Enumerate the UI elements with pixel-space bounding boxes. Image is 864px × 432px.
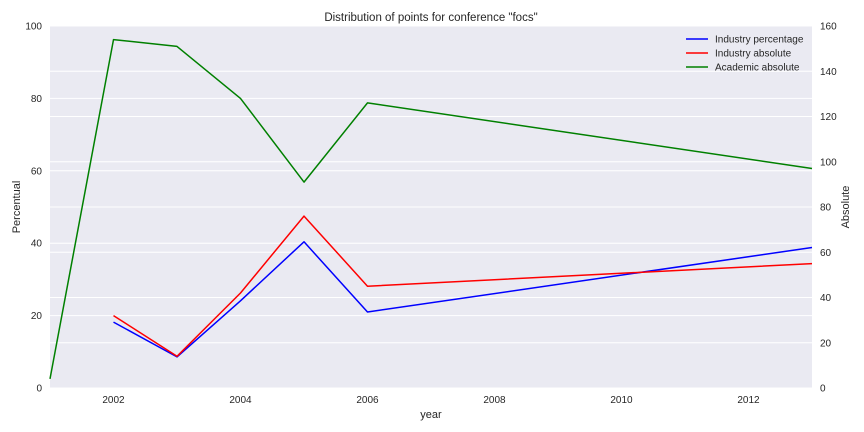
series-line-industry-percentage	[113, 241, 813, 358]
legend-label-industry-percentage: Industry percentage	[715, 35, 804, 46]
series-line-industry-absolute	[113, 215, 813, 358]
y-right-tick-label: 20	[820, 338, 832, 349]
legend: Industry percentage Industry absolute Acad…	[686, 35, 804, 74]
legend-label-academic-absolute: Academic absolute	[715, 63, 800, 74]
x-tick-label: 2002	[102, 395, 125, 406]
y-axis-right-label: Absolute	[840, 186, 852, 229]
y-right-tick-label: 100	[820, 157, 837, 168]
y-left-tick-label: 100	[25, 22, 42, 33]
y-left-tick-label: 60	[31, 166, 43, 177]
y-right-tick-label: 120	[820, 112, 837, 123]
y-right-tick-label: 0	[820, 384, 826, 395]
y-right-tick-label: 80	[820, 203, 832, 214]
y-right-tick-label: 60	[820, 248, 832, 259]
chart-title: Distribution of points for conference "f…	[324, 12, 537, 24]
y-left-tick-label: 0	[36, 384, 42, 395]
y-left-tick-label: 40	[31, 239, 43, 250]
x-tick-label: 2006	[356, 395, 379, 406]
legend-label-industry-absolute: Industry absolute	[715, 49, 792, 60]
series-lines	[49, 38, 813, 380]
y-left-ticks: 0 20 40 60 80 100	[25, 22, 42, 395]
series-line-academic-absolute	[49, 38, 813, 380]
y-right-ticks: 0 20 40 60 80 100 120 140 160	[820, 22, 837, 395]
y-left-tick-label: 20	[31, 311, 43, 322]
grid-lines	[50, 25, 812, 389]
y-right-tick-label: 160	[820, 22, 837, 33]
x-tick-label: 2008	[483, 395, 506, 406]
x-ticks: 2002 2004 2006 2008 2010 2012	[102, 395, 760, 406]
x-tick-label: 2010	[610, 395, 633, 406]
x-tick-label: 2004	[229, 395, 252, 406]
x-tick-label: 2012	[737, 395, 760, 406]
y-axis-left-label: Percentual	[11, 181, 23, 234]
y-right-tick-label: 40	[820, 293, 832, 304]
y-right-tick-label: 140	[820, 67, 837, 78]
y-left-tick-label: 80	[31, 94, 43, 105]
x-axis-label: year	[420, 409, 442, 421]
